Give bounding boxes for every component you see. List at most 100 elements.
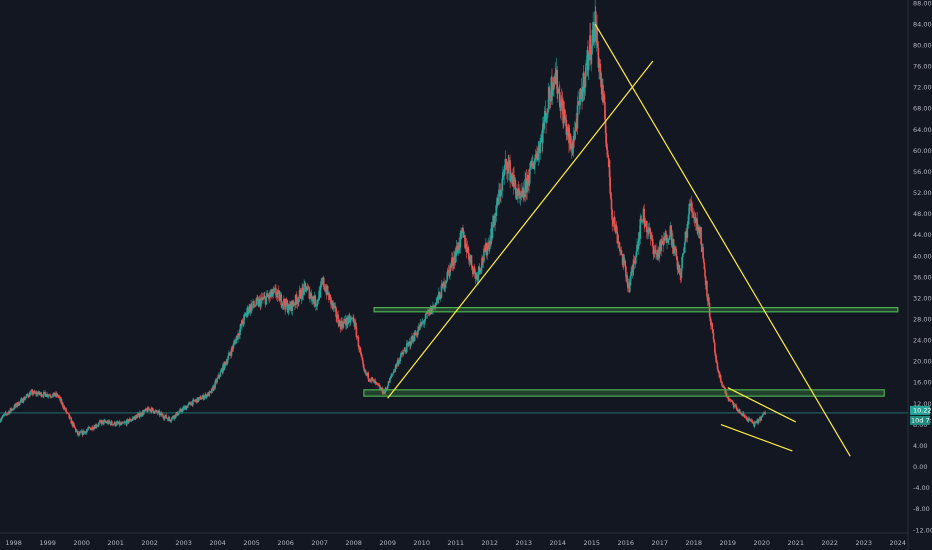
support-resistance-zones [363,307,899,397]
candle [645,220,648,239]
candle [698,224,700,239]
support-zone[interactable] [373,307,899,313]
candle [438,287,440,305]
trendline[interactable] [727,387,797,423]
y-tick-label: 0.00 [913,463,927,471]
y-tick-label: 52.00 [913,189,932,197]
x-tick-label: 2005 [243,539,260,547]
candle [157,410,160,415]
candle [27,394,29,398]
candle [419,324,421,331]
candle [341,317,343,328]
candle [351,317,353,320]
candle [534,149,537,161]
candle [603,90,606,104]
candle [727,396,730,402]
trendline[interactable] [720,424,793,452]
candle [630,267,632,282]
candle [478,263,481,275]
candle [545,114,548,124]
candle [337,310,339,325]
y-tick-label: 64.00 [913,126,932,134]
x-tick-label: 1998 [5,539,22,547]
trendline[interactable] [387,60,654,399]
candle [536,145,538,160]
candle [265,297,267,306]
candle [599,59,602,88]
candle [271,288,273,300]
candle [449,262,451,280]
candle [128,421,130,425]
candle [292,299,294,307]
trendline[interactable] [594,23,851,457]
y-tick-label: -8.00 [913,505,930,513]
candle [543,106,546,128]
candle [316,299,318,311]
candle [748,417,751,421]
candle [260,298,262,310]
time-axis[interactable]: 1998 1999 2000 2001 2002 2003 2004 2005 2006 2007… [5,539,906,547]
candle [211,388,213,394]
y-tick-label: 28.00 [913,316,932,324]
candle [33,389,36,394]
candle [85,429,88,435]
candle [509,170,512,183]
x-tick-label: 2006 [277,539,294,547]
candle [390,373,392,379]
candle [401,349,404,358]
candle [623,253,625,268]
candle [703,260,706,270]
candle [18,401,21,407]
candle [712,329,714,334]
candle [162,415,165,421]
candle [371,376,373,381]
candle [590,53,593,72]
candle [611,218,614,232]
x-tick-label: 2001 [107,539,124,547]
candle [5,410,7,416]
candle [367,370,369,382]
candle [310,289,313,300]
candle [252,300,255,308]
candle [625,266,627,282]
candle [702,252,705,264]
candle [277,285,280,292]
candle [761,412,764,418]
candle [553,75,555,97]
x-tick-label: 2013 [515,539,532,547]
x-tick-label: 2012 [481,539,498,547]
candle [604,93,606,121]
candle [436,298,438,305]
candle [150,406,153,414]
candle [619,242,621,256]
y-tick-label: 16.00 [913,379,932,387]
candle [126,418,128,427]
candle [470,255,473,271]
candle [676,256,679,275]
candle [357,335,360,347]
y-tick-label: 68.00 [913,105,932,113]
x-tick-label: 2018 [685,539,702,547]
support-zone[interactable] [363,389,885,397]
candle [660,238,662,257]
candle [202,393,205,401]
candle [21,398,24,403]
candle [593,30,596,49]
candle [228,352,231,356]
candle [640,214,643,224]
candle [171,417,173,421]
candle [333,306,335,312]
price-axis[interactable]: -12.00-8.00-4.000.004.008.0012.0016.0020… [913,0,932,534]
candle [702,243,704,260]
candle [585,59,587,87]
candle [134,415,137,421]
x-tick-label: 2015 [583,539,600,547]
y-tick-label: 56.00 [913,168,932,176]
candle [115,420,118,427]
candle [405,339,408,354]
candle [396,362,398,370]
candle [647,223,650,239]
candle [572,127,575,158]
